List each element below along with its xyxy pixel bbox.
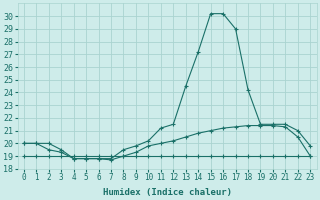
X-axis label: Humidex (Indice chaleur): Humidex (Indice chaleur) <box>103 188 232 197</box>
